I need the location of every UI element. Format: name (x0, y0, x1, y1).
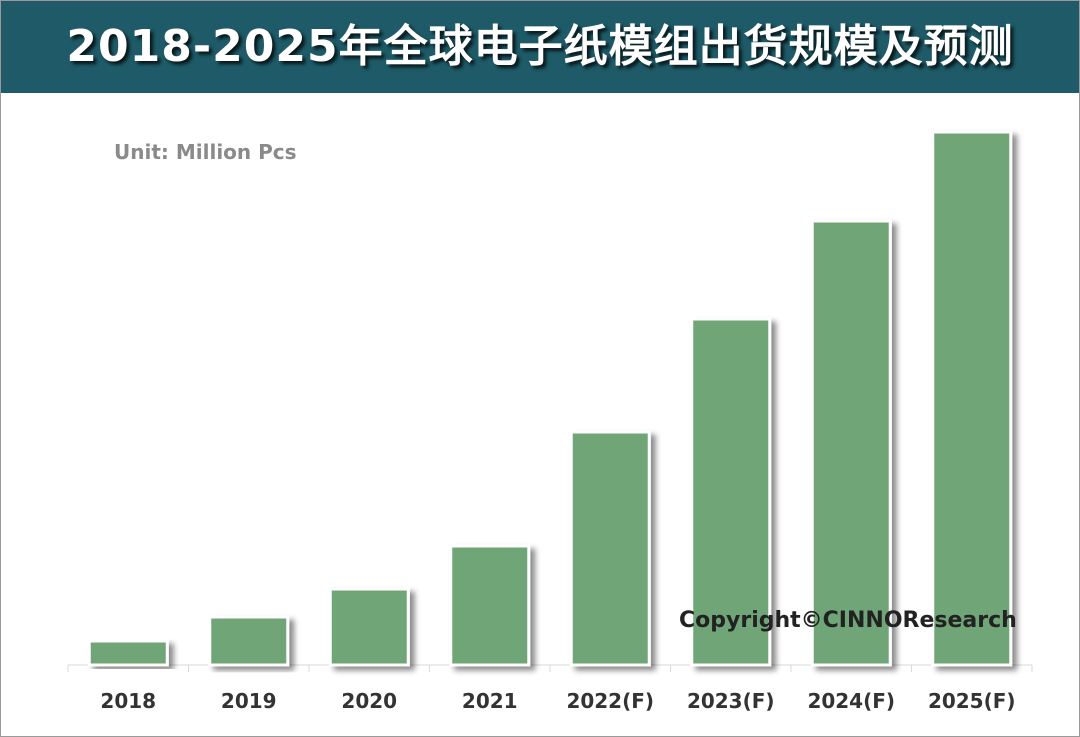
bar-2020 (328, 587, 410, 667)
bar-2025(F) (931, 130, 1013, 667)
title-banner: 2018-2025年全球电子纸模组出货规模及预测 (1, 1, 1079, 93)
x-tick-label: 2024(F) (807, 689, 895, 713)
x-tick-label: 2020 (341, 689, 397, 713)
x-tick-label: 2025(F) (928, 689, 1016, 713)
x-tick-label: 2023(F) (687, 689, 775, 713)
unit-label: Unit: Million Pcs (114, 140, 297, 164)
bar-2021 (449, 544, 531, 667)
bar-group (87, 130, 1013, 667)
x-axis-ticks (67, 665, 1033, 672)
bar-2018 (87, 639, 169, 667)
copyright-text: Copyright©CINNOResearch (679, 608, 1017, 633)
x-tick-label: 2019 (221, 689, 277, 713)
chart-title: 2018-2025年全球电子纸模组出货规模及预测 (66, 21, 1014, 72)
x-tick-label: 2022(F) (566, 689, 654, 713)
bar-2023(F) (690, 317, 772, 667)
bar-2024(F) (810, 219, 892, 667)
x-axis-labels: 2018 2019 2020 2021 2022(F) 2023(F) 2024(F) 202… (100, 689, 1015, 713)
x-tick-label: 2018 (100, 689, 156, 713)
x-tick-label: 2021 (462, 689, 518, 713)
bar-2022(F) (569, 430, 651, 667)
bar-2019 (208, 615, 290, 667)
